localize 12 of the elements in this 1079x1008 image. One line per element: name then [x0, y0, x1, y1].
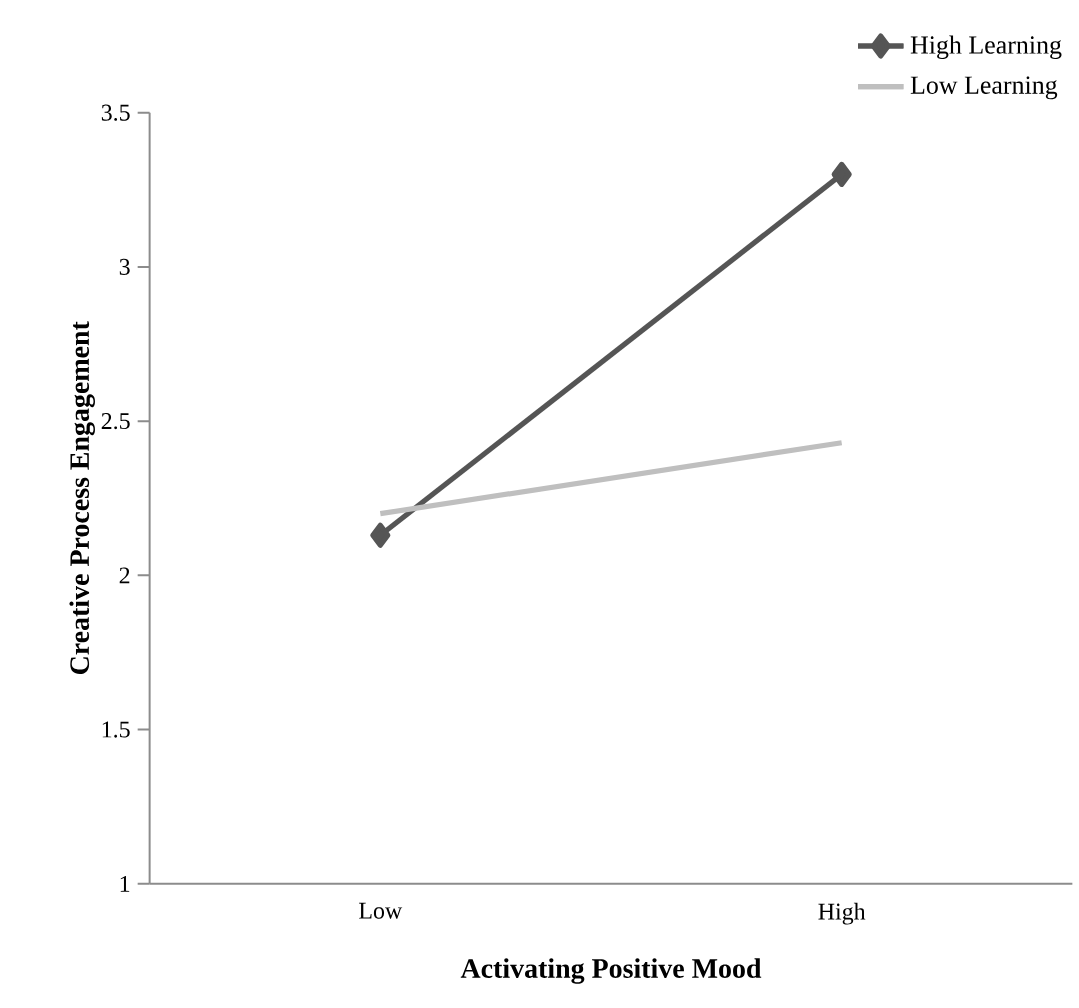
x-axis-title: Activating Positive Mood — [460, 958, 762, 985]
y-tick-label: 2.5 — [101, 413, 130, 430]
y-tick-label: 3.5 — [101, 104, 130, 122]
y-tick-label: 1 — [120, 876, 130, 892]
x-tick-label: High — [818, 903, 866, 925]
legend-label: Low Learning — [910, 76, 1058, 100]
y-axis-title: Creative Process Engagement — [69, 321, 95, 675]
x-tick-label: Low — [359, 903, 403, 919]
y-tick-label: 3 — [119, 259, 130, 276]
y-tick-label: 1.5 — [102, 721, 130, 738]
legend-label: High Learning — [910, 35, 1062, 60]
y-tick-label: 2 — [119, 567, 130, 584]
